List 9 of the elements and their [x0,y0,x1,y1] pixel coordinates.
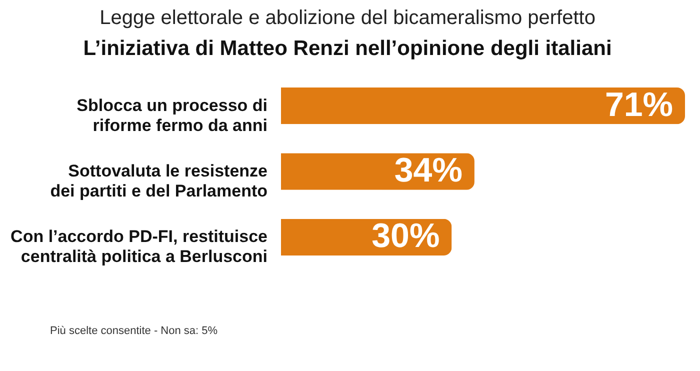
data-label: 71% [604,86,673,124]
y-tick-label: Sblocca un processo di riforme fermo da anni [76,96,268,135]
data-label: 34% [394,152,462,190]
y-tick-label: Con l’accordo PD-FI, restituisce centralità politica a Berlusconi [10,227,268,266]
chart-title: Legge elettorale e abolizione del bicameralismo perfetto [100,7,596,29]
chart-subtitle: L’iniziativa di Matteo Renzi nell’opinione degli italiani [83,37,612,60]
y-tick-label: Sottovaluta le resistenze dei partiti e del Parlamento [50,162,268,200]
data-label: 30% [372,217,440,256]
text: Più scelte consentite - Non sa: 5% [50,325,218,337]
